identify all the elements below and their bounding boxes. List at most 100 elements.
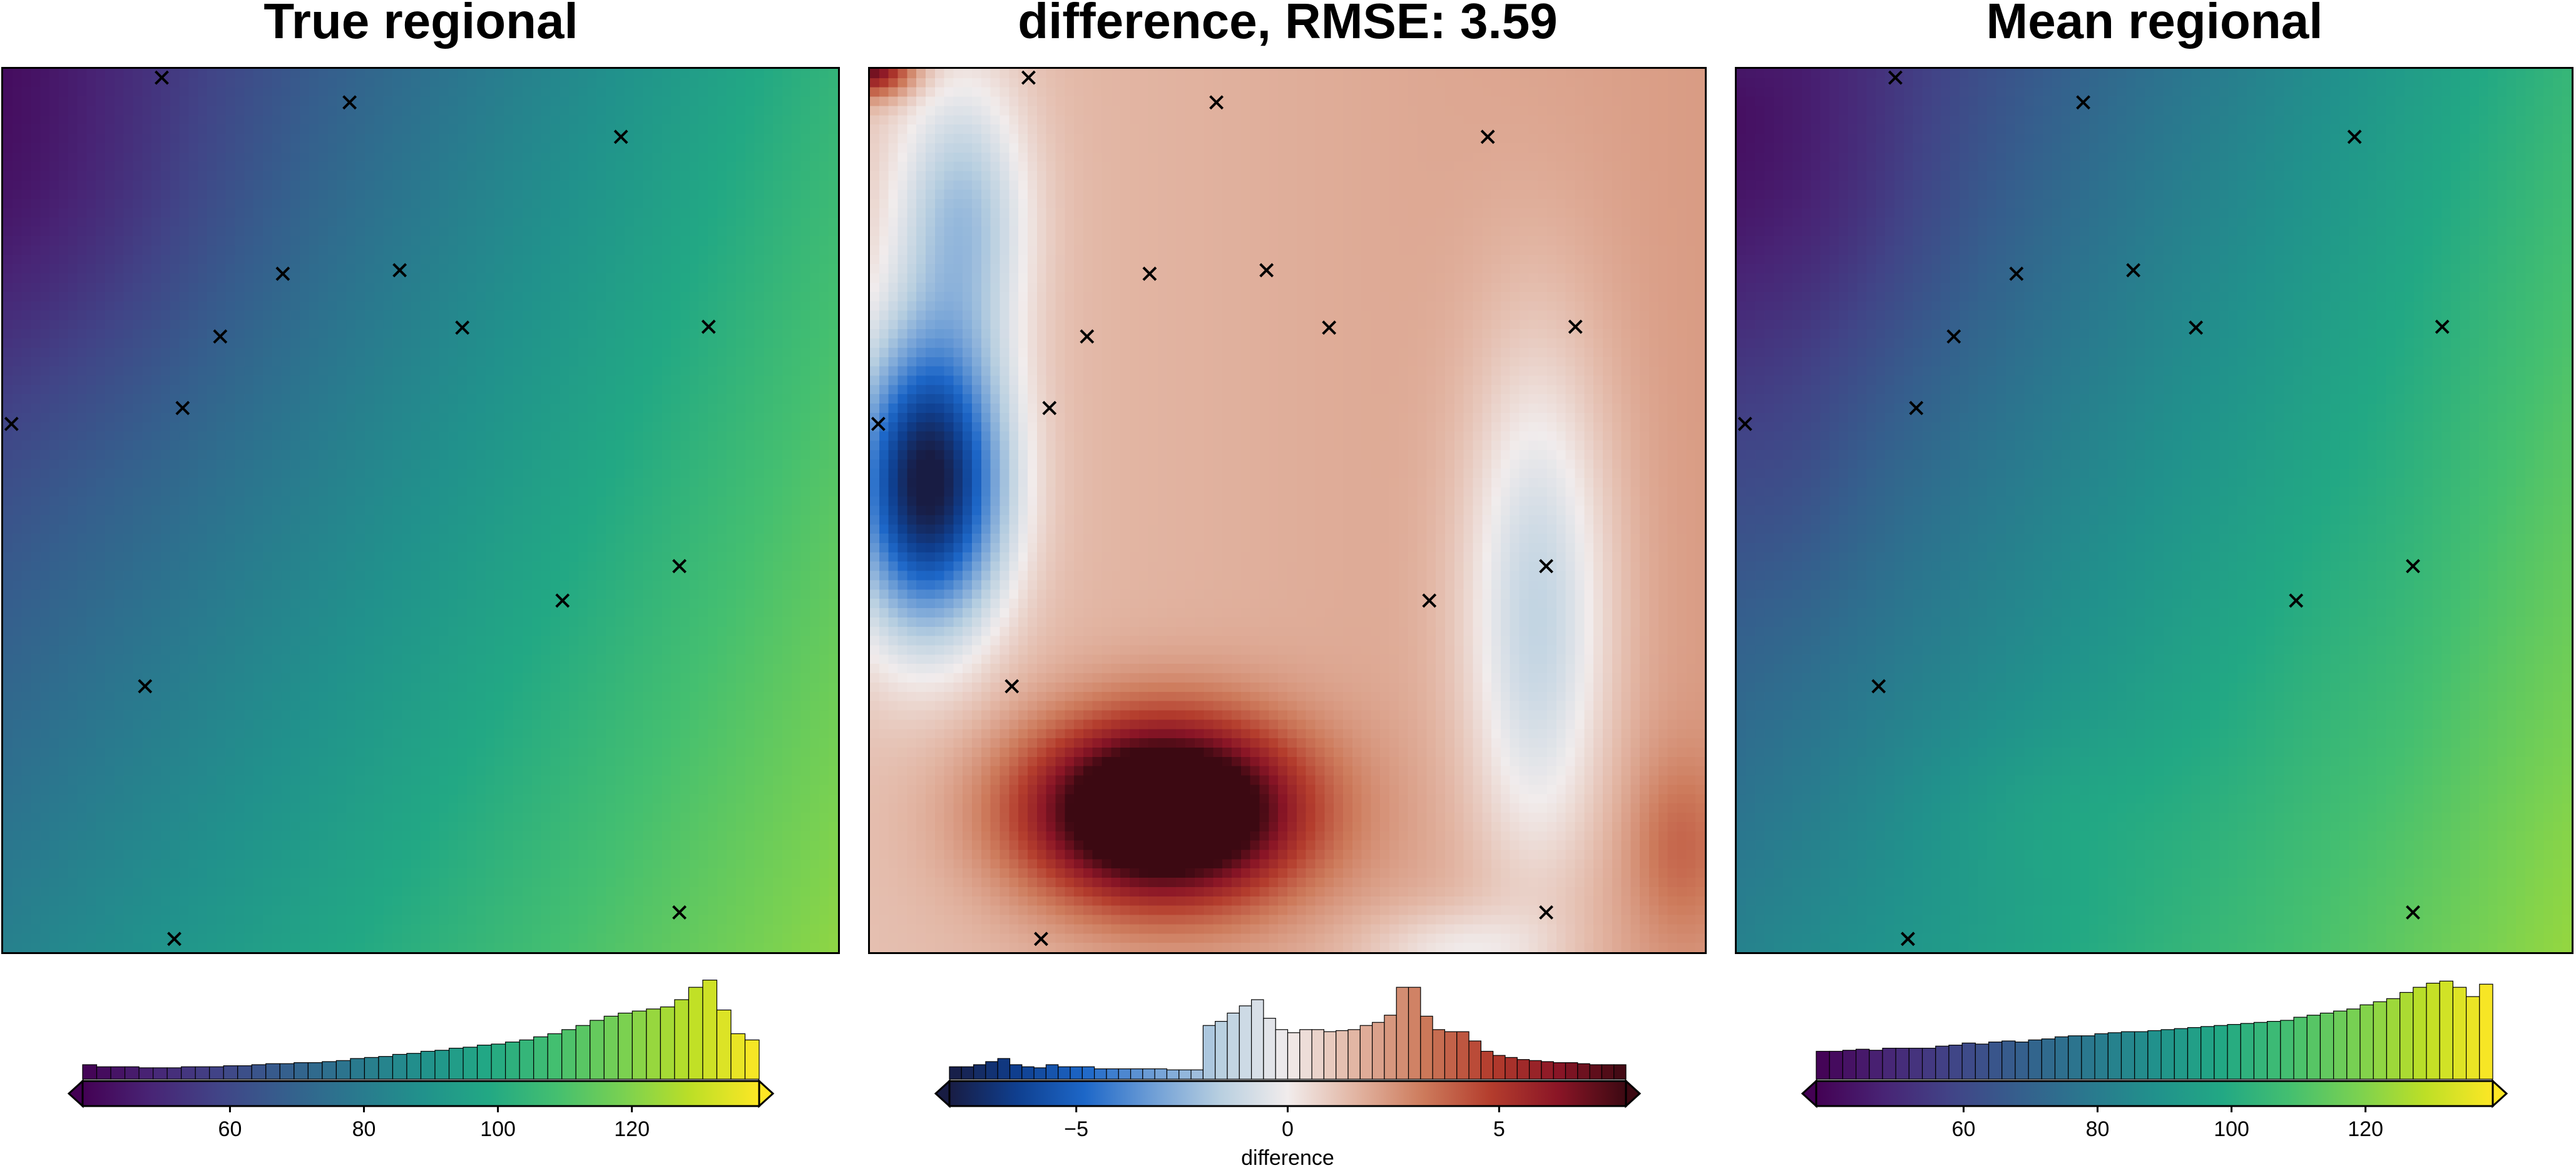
colorbar-svg-difference: −5 0 5 difference xyxy=(934,987,1642,1170)
histogram-bar xyxy=(1033,1067,1047,1080)
histogram-bar xyxy=(547,1033,563,1080)
histogram-bar xyxy=(2160,1029,2175,1080)
histogram-bar xyxy=(1094,1068,1107,1080)
histogram-bar xyxy=(2107,1032,2122,1080)
title-true-regional: True regional xyxy=(263,0,578,49)
histogram-bar xyxy=(1565,1062,1578,1080)
histogram-bar xyxy=(2240,1023,2255,1080)
histogram-bar xyxy=(533,1036,548,1080)
histogram-bar xyxy=(949,1066,962,1080)
histogram-bar xyxy=(2400,992,2414,1080)
colorbar-tick-label: 80 xyxy=(2086,1117,2110,1141)
histogram-bar xyxy=(1921,1047,1936,1080)
control-point-marker xyxy=(2190,322,2202,334)
control-point-marker xyxy=(2348,131,2361,143)
control-point-marker xyxy=(1423,594,1436,607)
histogram-bar xyxy=(1106,1068,1119,1080)
histogram-bar xyxy=(2015,1041,2029,1080)
colorbar-low-triangle xyxy=(67,1079,84,1109)
histogram-bar xyxy=(1202,1025,1216,1080)
histogram-bar xyxy=(1420,1015,1433,1080)
control-point-marker xyxy=(1540,560,1553,572)
control-point-marker xyxy=(1889,71,1901,84)
histogram-bar xyxy=(1311,1029,1325,1080)
histogram-bar xyxy=(1882,1047,1896,1080)
histogram-bar xyxy=(2373,1001,2388,1080)
histogram-bar xyxy=(660,1006,675,1080)
histogram-bar xyxy=(2054,1036,2069,1080)
control-point-marker xyxy=(277,268,289,280)
title-difference: difference, RMSE: 3.59 xyxy=(1018,0,1558,49)
histogram-bar xyxy=(350,1058,365,1080)
histogram-bar xyxy=(1058,1066,1071,1080)
histogram-bar xyxy=(1855,1049,1870,1080)
control-point-marker xyxy=(2436,320,2448,333)
histogram-bar xyxy=(2466,996,2480,1080)
histogram-bar xyxy=(1215,1020,1228,1080)
histogram-bar xyxy=(1456,1031,1469,1080)
histogram-bar xyxy=(1336,1030,1349,1080)
control-point-marker xyxy=(139,680,151,693)
histogram-bar xyxy=(110,1066,126,1080)
map-difference xyxy=(868,67,1707,954)
histogram-bar xyxy=(1299,1029,1312,1080)
control-point-marker xyxy=(456,322,469,334)
histogram-bar xyxy=(997,1058,1011,1080)
colorbar-gradient xyxy=(81,1080,760,1107)
control-point-marker xyxy=(1739,418,1751,430)
histogram-bar xyxy=(181,1066,196,1080)
control-point-marker xyxy=(176,402,189,414)
colorbar-tick-label: 60 xyxy=(1952,1117,1976,1141)
colorbar-tick-label: 120 xyxy=(614,1117,650,1141)
colorbar-high-triangle xyxy=(2492,1079,2508,1109)
control-point-marker xyxy=(1035,933,1047,945)
histogram-bar xyxy=(1613,1064,1627,1080)
histogram-bar xyxy=(1384,1015,1397,1080)
histogram-bar xyxy=(2267,1020,2281,1080)
colorbar-tick-label: 60 xyxy=(218,1117,242,1141)
histogram-bar xyxy=(406,1053,422,1080)
colorbar-tick-label: 5 xyxy=(1493,1117,1505,1141)
colorbar-gradient xyxy=(948,1080,1627,1107)
histogram-bar xyxy=(448,1047,464,1080)
histogram-bar xyxy=(463,1047,478,1080)
histogram-bar xyxy=(294,1062,309,1080)
control-point-marker xyxy=(872,418,884,430)
control-point-marker xyxy=(5,418,18,430)
control-point-marker xyxy=(2407,560,2420,572)
control-point-marker xyxy=(2407,906,2420,918)
heatmap-mean-regional xyxy=(1737,69,2572,952)
title-mean-regional: Mean regional xyxy=(1986,0,2323,49)
histogram-bar xyxy=(322,1061,337,1080)
histogram-bar xyxy=(335,1060,351,1080)
control-point-marker xyxy=(2127,264,2140,277)
colorbar-mean-regional: 60 80 100 120 xyxy=(1801,967,2508,1170)
histogram-bar xyxy=(1816,1050,1830,1080)
histogram-bar xyxy=(961,1066,974,1080)
histogram-bar xyxy=(688,987,703,1080)
histogram-bar xyxy=(1372,1022,1385,1080)
histogram-bar xyxy=(1081,1066,1095,1080)
histogram-bar xyxy=(476,1044,492,1080)
histogram-bar xyxy=(392,1054,407,1080)
control-point-marker xyxy=(702,320,715,333)
histogram-bar xyxy=(1505,1057,1518,1080)
histogram-bar xyxy=(2426,982,2440,1080)
control-point-marker xyxy=(344,96,356,109)
histogram-bar xyxy=(1009,1064,1023,1080)
histogram-bar xyxy=(2306,1015,2321,1080)
histogram-bar xyxy=(1444,1031,1458,1080)
points-difference xyxy=(870,69,1705,952)
histogram-bar xyxy=(631,1010,647,1080)
colorbar-tick-label: 120 xyxy=(2348,1117,2383,1141)
histogram-bar xyxy=(1287,1032,1301,1080)
histogram-bar xyxy=(2081,1035,2095,1080)
control-point-marker xyxy=(1143,268,1156,280)
histogram-bar xyxy=(378,1056,394,1080)
histogram-bar xyxy=(1166,1069,1180,1080)
control-point-marker xyxy=(556,594,569,607)
control-point-marker xyxy=(1540,906,1553,918)
points-true-regional xyxy=(3,69,838,952)
control-point-marker xyxy=(2290,594,2303,607)
histogram-bar xyxy=(307,1062,323,1080)
